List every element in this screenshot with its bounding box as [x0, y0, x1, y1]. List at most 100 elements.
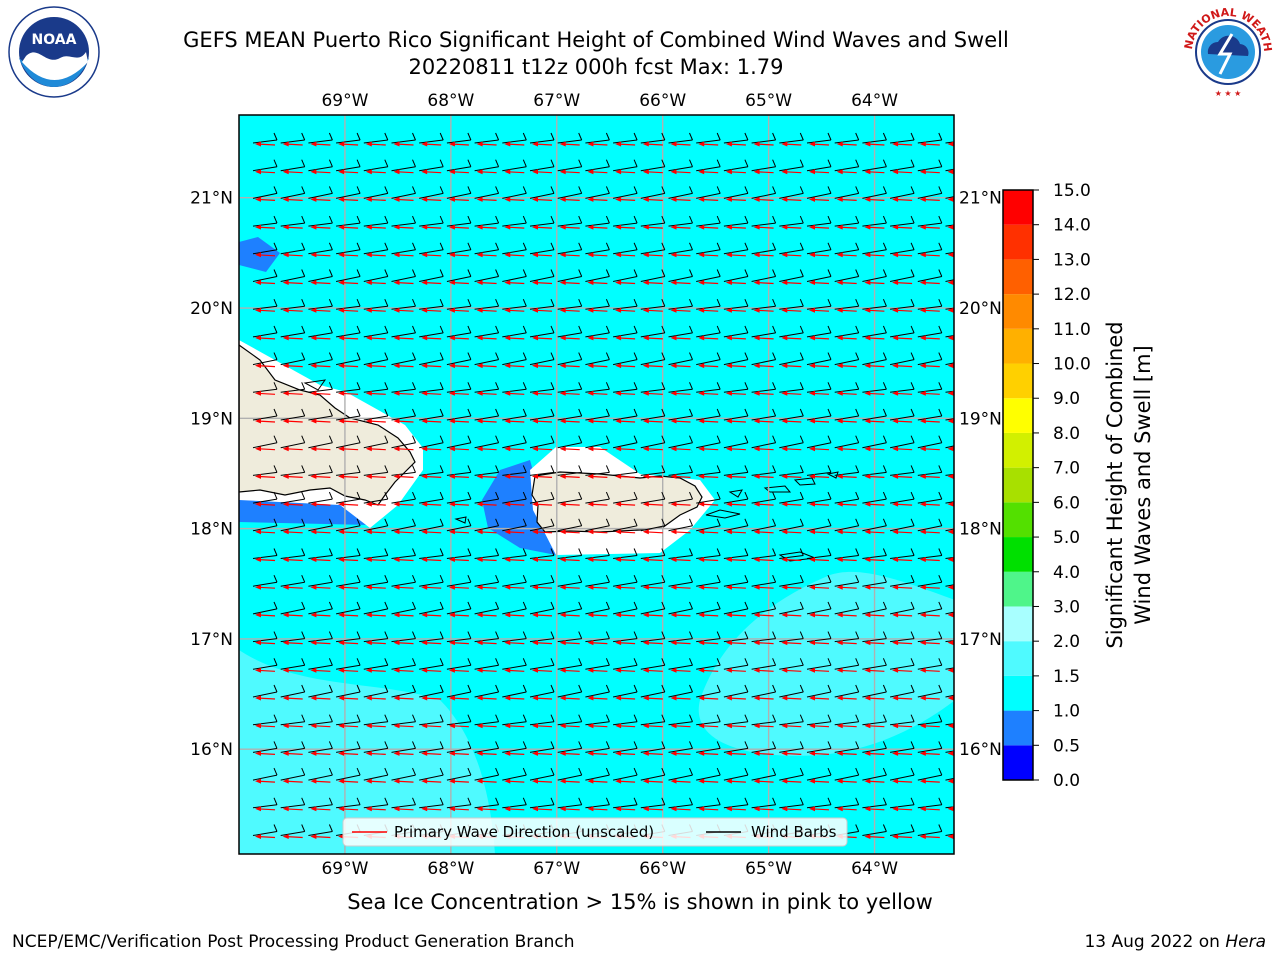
wind-barb-feather	[799, 767, 804, 776]
wind-barb-feather	[855, 269, 860, 277]
wave-direction-arrowhead	[393, 584, 400, 590]
wind-barb-feather	[605, 299, 610, 307]
wind-barb-feather	[356, 684, 361, 693]
wave-direction-arrowhead	[448, 363, 455, 369]
wind-barb-feather	[495, 465, 500, 473]
wave-direction-arrowhead	[615, 252, 622, 258]
wind-barb	[502, 721, 527, 726]
wind-barb-feather	[910, 269, 915, 277]
wind-barb	[779, 664, 804, 670]
wind-barb-feather	[938, 325, 943, 334]
wave-direction-arrowhead	[393, 612, 400, 618]
wind-barb-feather	[328, 797, 333, 805]
wave-direction-arrowhead	[864, 529, 871, 535]
wind-barb	[945, 611, 954, 615]
wind-barb	[917, 525, 942, 532]
wind-barb-feather	[910, 408, 915, 417]
wind-barb	[308, 638, 333, 643]
wind-barb-feather	[661, 741, 666, 749]
wind-barb-feather	[301, 215, 306, 224]
wind-barb	[280, 166, 305, 172]
wave-direction-arrowhead	[282, 252, 289, 258]
wind-barb-feather	[356, 269, 361, 277]
wind-barb	[945, 168, 954, 172]
wind-barb	[280, 747, 305, 753]
wind-barb-feather	[633, 601, 638, 610]
wind-barb	[862, 139, 887, 144]
wind-barb-feather	[772, 408, 777, 417]
wave-direction-arrowhead	[476, 612, 483, 618]
wind-barb-feather	[633, 684, 638, 693]
wind-barb	[723, 359, 749, 366]
wave-direction-arrowhead	[587, 446, 594, 452]
wind-barb	[585, 498, 610, 504]
wave-direction-arrowhead	[836, 750, 843, 756]
wind-barb-feather	[301, 575, 306, 583]
wave-direction-arrowhead	[338, 640, 345, 646]
wave-direction-arrowhead	[338, 473, 345, 479]
wave-direction-arrowhead	[476, 307, 483, 313]
wind-barb	[640, 166, 665, 172]
wind-barb	[779, 139, 804, 144]
wind-barb-feather	[495, 242, 500, 250]
wind-barb-feather	[273, 215, 278, 224]
wind-barb-feather	[938, 242, 943, 250]
wave-direction-arrowhead	[532, 307, 538, 313]
wind-barb-feather	[495, 518, 500, 526]
wind-barb	[945, 418, 954, 421]
wind-barb-feather	[605, 518, 610, 526]
wind-barb	[280, 525, 305, 532]
wind-barb-feather	[273, 132, 278, 141]
wind-barb	[585, 664, 610, 670]
wave-direction-arrowhead	[476, 667, 483, 673]
wave-direction-arrowhead	[282, 280, 289, 285]
wave-direction-arrowhead	[781, 307, 788, 313]
wave-direction-arrowhead	[532, 473, 538, 479]
wind-barb-feather	[716, 132, 721, 141]
wind-barb-feather	[384, 741, 389, 749]
wind-barb-feather	[522, 435, 527, 443]
wave-direction-arrowhead	[753, 778, 760, 784]
wave-direction-arrowhead	[781, 806, 788, 812]
wind-barb	[751, 804, 776, 809]
wind-barb	[391, 415, 416, 421]
wind-barb-feather	[689, 491, 693, 500]
wave-direction-arrowhead	[864, 806, 871, 812]
wave-direction-arrowhead	[310, 169, 317, 175]
wind-barb-feather	[412, 518, 416, 526]
wind-barb-feather	[495, 435, 500, 443]
wave-direction-arrowhead	[255, 750, 261, 756]
wind-barb	[502, 691, 527, 698]
wave-direction-arrowhead	[615, 612, 622, 618]
wind-barb-feather	[412, 215, 416, 224]
wind-barb	[419, 747, 444, 753]
wind-barb	[779, 608, 804, 615]
wave-direction-arrowhead	[393, 446, 400, 452]
wave-direction-arrowhead	[919, 723, 926, 729]
wind-barb-feather	[855, 714, 860, 722]
wave-direction-arrowhead	[448, 169, 455, 175]
wave-direction-arrowhead	[698, 280, 705, 285]
wind-barb-feather	[356, 242, 361, 250]
wave-direction-arrowhead	[393, 529, 400, 535]
wind-barb	[917, 332, 942, 338]
wind-barb	[640, 721, 665, 726]
wave-direction-arrowhead	[338, 529, 345, 535]
wind-barb	[557, 581, 582, 587]
wind-barb-feather	[882, 215, 887, 224]
wind-barb	[557, 276, 582, 282]
wave-direction-arrowhead	[947, 196, 954, 202]
wind-barb	[696, 192, 721, 199]
wave-direction-arrowhead	[781, 196, 788, 202]
wave-direction-arrowhead	[615, 169, 622, 175]
wind-barb-feather	[467, 575, 472, 583]
wave-direction-arrowhead	[725, 280, 732, 285]
wave-direction-arrowhead	[338, 196, 345, 202]
wind-barb	[363, 442, 388, 449]
wave-direction-arrowhead	[836, 280, 843, 285]
wind-barb	[308, 498, 333, 504]
wind-barb	[252, 804, 278, 809]
wind-barb-feather	[882, 159, 887, 167]
wave-direction-arrowhead	[725, 695, 732, 701]
wind-barb-feather	[855, 741, 860, 749]
